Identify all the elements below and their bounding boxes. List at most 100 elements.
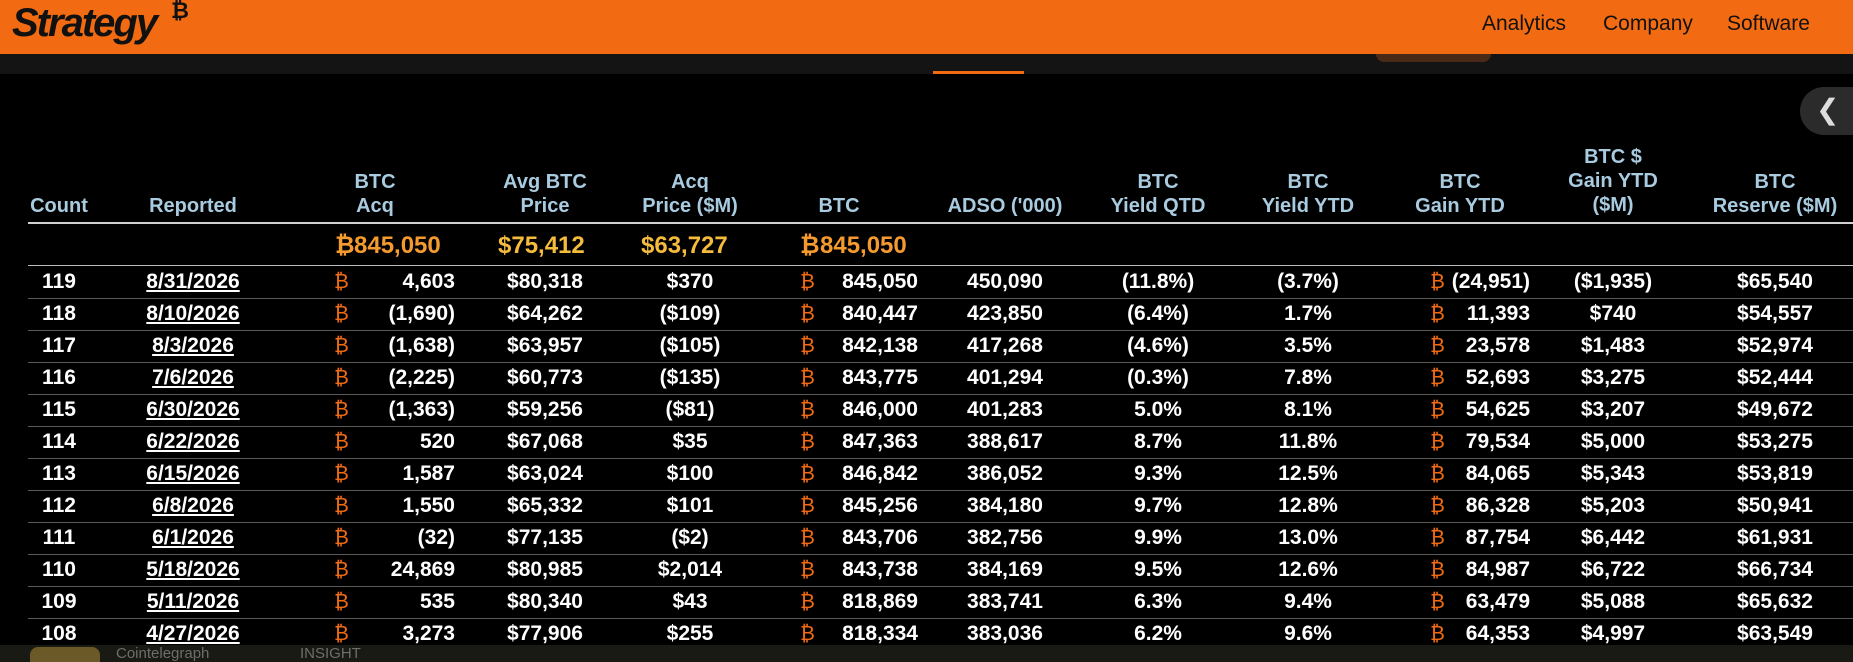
row-btc-acq: 4,603: [402, 270, 455, 293]
row-btc-yield-ytd: 1.7%: [1284, 302, 1332, 325]
row-btc-yield-qtd: (11.8%): [1121, 270, 1195, 293]
row-acq-price: $255: [666, 622, 714, 645]
header-btc-reserve-line1: BTC: [1754, 171, 1796, 193]
bitcoin-icon: ₿: [334, 495, 349, 517]
row-btc-yield-qtd: (0.3%): [1127, 366, 1189, 389]
row-btc-usd-gain-ytd: $1,483: [1580, 334, 1646, 357]
header-btc-gain-ytd[interactable]: BTC Gain YTD: [1400, 170, 1520, 218]
bitcoin-icon: ₿: [334, 431, 349, 453]
row-btc-acq: (1,638): [388, 334, 455, 357]
row-btc-gain-ytd: 52,693: [1465, 366, 1530, 389]
bitcoin-icon: ₿: [334, 271, 349, 293]
row-divider: [28, 394, 1853, 395]
sub-navigation-bar: [0, 54, 1853, 74]
table-row: ₿ ₿ ₿ 117 8/3/2026 (1,638) $63,957 ($105) 842,13…: [0, 331, 1853, 363]
row-avg-btc-price: $80,985: [507, 558, 583, 581]
total-avg-btc-price: $75,412: [498, 232, 585, 259]
row-count: 112: [42, 494, 76, 517]
row-btc-yield-qtd: 9.3%: [1134, 462, 1182, 485]
row-avg-btc-price: $80,318: [507, 270, 583, 293]
header-adso[interactable]: ADSO ('000): [935, 194, 1075, 218]
header-btc-acq[interactable]: BTC Acq: [320, 170, 430, 218]
header-avg-btc-price-line1: Avg BTC: [503, 171, 587, 193]
bitcoin-icon: ₿: [1430, 591, 1445, 613]
row-acq-price: $43: [672, 590, 708, 613]
table-row: ₿ ₿ ₿ 115 6/30/2026 (1,363) $59,256 ($81) 846,00…: [0, 395, 1853, 427]
header-acq-price[interactable]: Acq Price ($M): [620, 170, 760, 218]
header-btc[interactable]: BTC: [800, 194, 878, 218]
row-avg-btc-price: $65,332: [507, 494, 583, 517]
header-btc-reserve[interactable]: BTC Reserve ($M): [1700, 170, 1850, 218]
bitcoin-icon: ₿: [1430, 271, 1445, 293]
row-avg-btc-price: $80,340: [507, 590, 583, 613]
row-avg-btc-price: $77,906: [507, 622, 583, 645]
subbar-tab-pill[interactable]: [1376, 54, 1491, 62]
table-row: ₿ ₿ ₿ 118 8/10/2026 (1,690) $64,262 ($109) 840,4…: [0, 299, 1853, 331]
row-acq-price: ($105): [659, 334, 721, 357]
row-reported-date-link[interactable]: 6/1/2026: [152, 526, 234, 549]
news-source-label[interactable]: Cointelegraph: [116, 645, 210, 662]
row-reported-date-link[interactable]: 8/31/2026: [146, 270, 240, 293]
row-reported-date-link[interactable]: 8/3/2026: [152, 334, 234, 357]
bitcoin-icon: ₿: [1430, 335, 1445, 357]
row-btc: 842,138: [842, 334, 918, 357]
row-btc-reserve: $53,819: [1737, 462, 1813, 485]
header-count[interactable]: Count: [28, 194, 90, 218]
row-acq-price: ($2): [671, 526, 709, 549]
row-reported-date-link[interactable]: 4/27/2026: [146, 622, 240, 645]
header-avg-btc-price[interactable]: Avg BTC Price: [470, 170, 620, 218]
row-btc: 846,000: [842, 398, 918, 421]
row-btc-acq: (1,690): [388, 302, 455, 325]
collapse-panel-button[interactable]: ❮: [1800, 87, 1853, 135]
row-acq-price: $101: [666, 494, 714, 517]
row-btc-yield-ytd: 3.5%: [1284, 334, 1332, 357]
row-adso: 383,741: [967, 590, 1043, 613]
row-reported-date-link[interactable]: 6/15/2026: [146, 462, 240, 485]
row-btc-usd-gain-ytd: $3,207: [1580, 398, 1646, 421]
nav-company-link[interactable]: Company: [1603, 12, 1693, 35]
news-insight-label[interactable]: INSIGHT: [300, 645, 361, 662]
row-adso: 382,756: [967, 526, 1043, 549]
header-btc-usd-gain-ytd[interactable]: BTC $ Gain YTD ($M): [1545, 145, 1681, 217]
bitcoin-logo-icon: ₿: [171, 0, 189, 23]
totals-divider: [28, 265, 1853, 266]
row-avg-btc-price: $67,068: [507, 430, 583, 453]
bitcoin-icon: ₿: [800, 559, 815, 581]
bitcoin-icon: ₿: [800, 271, 815, 293]
row-count: 116: [42, 366, 76, 389]
row-reported-date-link[interactable]: 6/30/2026: [146, 398, 240, 421]
row-btc-reserve: $65,540: [1737, 270, 1813, 293]
bitcoin-icon: ₿: [1430, 495, 1445, 517]
row-count: 114: [42, 430, 76, 453]
row-adso: 384,180: [967, 494, 1043, 517]
row-btc-yield-ytd: 13.0%: [1278, 526, 1338, 549]
row-reported-date-link[interactable]: 6/22/2026: [146, 430, 240, 453]
row-divider: [28, 298, 1853, 299]
row-reported-date-link[interactable]: 8/10/2026: [146, 302, 240, 325]
row-reported-date-link[interactable]: 5/11/2026: [146, 590, 240, 613]
row-adso: 384,169: [967, 558, 1043, 581]
bitcoin-icon: ₿: [800, 335, 815, 357]
row-btc-usd-gain-ytd: ($1,935): [1573, 270, 1653, 293]
row-reported-date-link[interactable]: 6/8/2026: [152, 494, 234, 517]
header-btc-yield-qtd[interactable]: BTC Yield QTD: [1092, 170, 1224, 218]
news-thumbnail[interactable]: [30, 647, 100, 662]
header-btc-usd-gain-ytd-line1: BTC $: [1584, 146, 1642, 168]
strategy-logo[interactable]: Strategy: [12, 1, 158, 45]
row-avg-btc-price: $59,256: [507, 398, 583, 421]
row-adso: 401,283: [967, 398, 1043, 421]
header-btc-yield-qtd-line1: BTC: [1137, 171, 1179, 193]
row-reported-date-link[interactable]: 7/6/2026: [152, 366, 234, 389]
bitcoin-icon: ₿: [800, 463, 815, 485]
row-reported-date-link[interactable]: 5/18/2026: [146, 558, 240, 581]
row-btc-yield-qtd: 9.7%: [1134, 494, 1182, 517]
row-btc-yield-qtd: (6.4%): [1127, 302, 1189, 325]
row-btc-acq: 3,273: [402, 622, 455, 645]
row-count: 108: [41, 622, 77, 645]
header-btc-yield-ytd[interactable]: BTC Yield YTD: [1243, 170, 1373, 218]
row-btc-gain-ytd: 84,065: [1465, 462, 1530, 485]
header-reported[interactable]: Reported: [128, 194, 258, 218]
nav-analytics-link[interactable]: Analytics: [1482, 12, 1567, 35]
total-btc-acq: 845,050: [354, 232, 441, 259]
nav-software-link[interactable]: Software: [1727, 12, 1810, 35]
